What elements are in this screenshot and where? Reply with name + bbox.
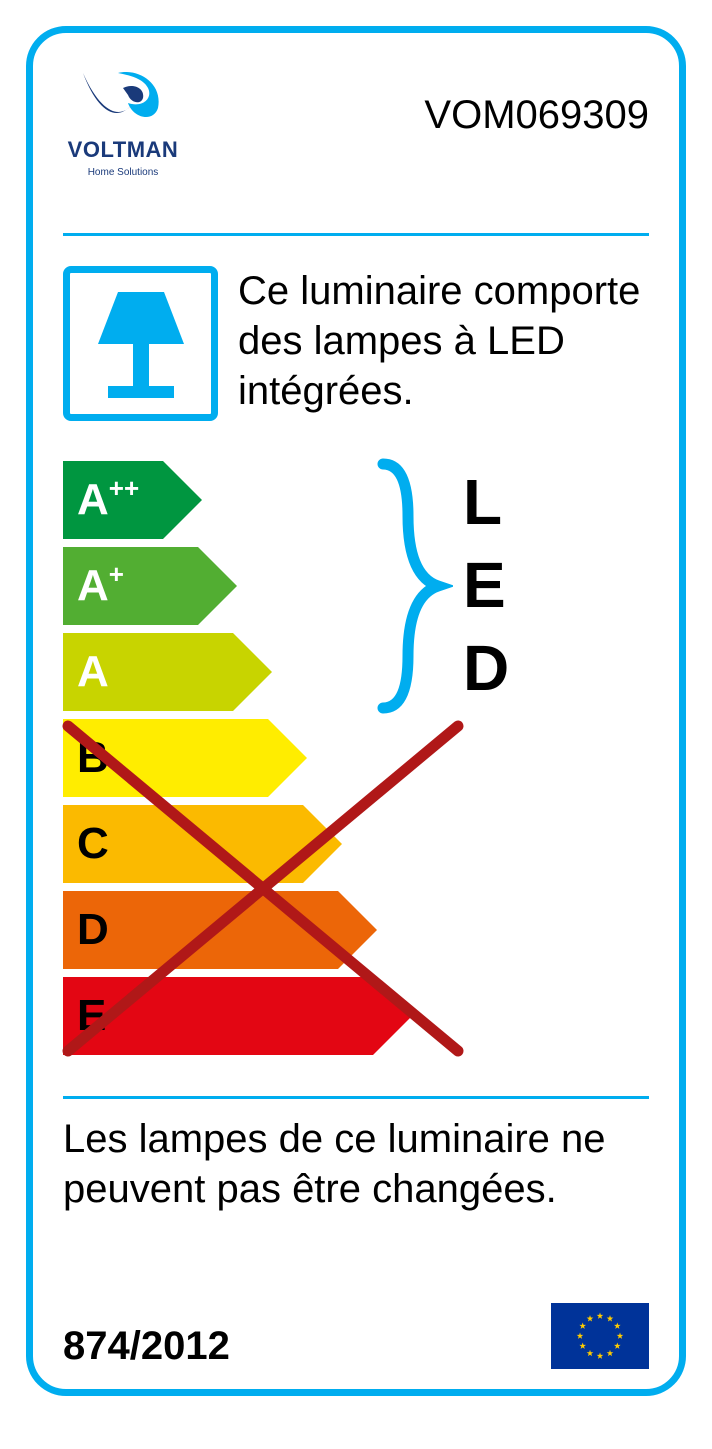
- energy-bar-label: D: [77, 905, 109, 955]
- energy-bar: E: [63, 977, 649, 1055]
- energy-bar: B: [63, 719, 649, 797]
- brand-tagline: Home Solutions: [88, 167, 159, 178]
- energy-bar: C: [63, 805, 649, 883]
- energy-bar-label: A++: [77, 475, 139, 525]
- led-label: LED: [463, 461, 517, 711]
- description-text: Ce luminaire comporte des lampes à LED i…: [238, 266, 649, 416]
- energy-label: VOLTMAN Home Solutions VOM069309 Ce lumi…: [26, 26, 686, 1396]
- voltman-logo-icon: [63, 63, 183, 133]
- energy-bar: A: [63, 633, 649, 711]
- energy-chart: A++ A+ ABCDE LED: [63, 461, 649, 1071]
- brand-name: VOLTMAN: [68, 137, 179, 163]
- product-code: VOM069309: [424, 93, 649, 138]
- energy-bar: A++: [63, 461, 649, 539]
- divider-bottom: [63, 1096, 649, 1099]
- energy-bar: D: [63, 891, 649, 969]
- energy-bars: A++ A+ ABCDE: [63, 461, 649, 1055]
- divider-top: [63, 233, 649, 236]
- description-row: Ce luminaire comporte des lampes à LED i…: [63, 266, 649, 421]
- energy-bar-label: A+: [77, 561, 124, 611]
- footer-text: Les lampes de ce luminaire ne peuvent pa…: [63, 1114, 649, 1214]
- energy-bar-label: C: [77, 819, 109, 869]
- regulation-number: 874/2012: [63, 1324, 230, 1369]
- lamp-icon-box: [63, 266, 218, 421]
- brand-logo: VOLTMAN Home Solutions: [63, 63, 183, 178]
- header: VOLTMAN Home Solutions VOM069309: [63, 63, 649, 213]
- energy-bar-label: B: [77, 733, 109, 783]
- bottom-row: 874/2012: [63, 1303, 649, 1369]
- bracket-icon: [373, 456, 453, 716]
- eu-flag-icon: [551, 1303, 649, 1369]
- energy-bar: A+: [63, 547, 649, 625]
- lamp-icon: [86, 284, 196, 404]
- energy-bar-label: A: [77, 647, 109, 697]
- energy-bar-label: E: [77, 991, 106, 1041]
